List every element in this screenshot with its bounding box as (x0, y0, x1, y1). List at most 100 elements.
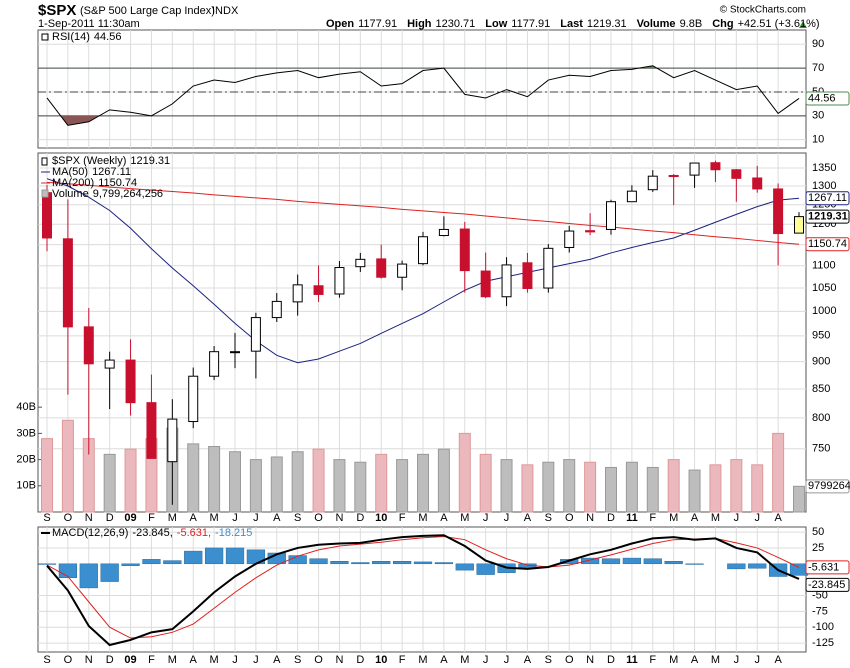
x-tick-label: J (504, 512, 510, 524)
quote-label: Chg (712, 18, 733, 30)
quote-label: High (407, 18, 432, 30)
x-tick-label: F (148, 512, 155, 524)
candle-body (710, 162, 721, 171)
x-tick-label: J (232, 654, 238, 666)
quote-label: Volume (637, 18, 676, 30)
volume-bar (667, 459, 680, 513)
ma-line (46, 178, 800, 364)
candle-body (62, 238, 73, 328)
ma200-last-label-box (805, 237, 850, 252)
quote: Open 1177.91 High 1230.71 Low 1177.91 Last 1219… (326, 18, 820, 30)
x-tick-label: M (168, 512, 177, 524)
y-tick-label: 1050 (812, 282, 836, 294)
y-tick-label: 1350 (812, 162, 836, 174)
y-tick-label: 90 (812, 38, 824, 50)
candle-body (794, 216, 804, 234)
candle-body (418, 236, 428, 265)
x-tick-label: J (734, 512, 740, 524)
y-tick-label: -125 (812, 637, 834, 649)
x-tick-label: M (460, 512, 469, 524)
volume-bar (793, 485, 805, 513)
candle-body (626, 190, 637, 203)
volume-bar (208, 445, 221, 513)
oversold-fill (60, 115, 100, 126)
candle-body (480, 270, 491, 298)
volume-bar (61, 419, 74, 513)
y-tick-label: 30 (812, 110, 824, 122)
ma200-last-label: 1150.74 (808, 238, 847, 250)
x-tick-label: F (399, 512, 406, 524)
volume-bar (563, 459, 576, 513)
candle-body (355, 258, 366, 268)
candle-body (313, 285, 324, 295)
x-tick-label: A (691, 512, 699, 524)
x-tick-label: M (210, 654, 219, 666)
x-tick-label: A (440, 654, 448, 666)
x-tick-label: S (294, 654, 301, 666)
legend: MA(200) 1150.74 (52, 177, 137, 189)
quote-label: Last (560, 18, 583, 30)
histogram-bar (601, 558, 621, 565)
y-tick-label: -75 (812, 605, 828, 617)
x-tick-label: J (504, 654, 510, 666)
y-tick-label: 50 (812, 526, 824, 538)
candle-body (188, 375, 199, 423)
quote-value: 9.8B (680, 18, 703, 30)
candle-body (42, 192, 52, 239)
volume-bar (479, 453, 492, 513)
macd-line (46, 534, 800, 647)
histogram-bar (163, 560, 182, 565)
up-arrow (799, 21, 807, 28)
legend-value: 9,799,264,256 (93, 188, 163, 200)
x-tick-label: A (273, 654, 281, 666)
x-tick-label: A (273, 512, 281, 524)
x-tick-label: N (335, 512, 343, 524)
x-tick-label: F (399, 654, 406, 666)
volume-bar (625, 461, 638, 513)
quote-value: +42.51 (+3.61%) (738, 18, 820, 30)
x-tick-label: 09 (124, 654, 136, 666)
candle-body (209, 351, 220, 377)
volume-tick-label: 40B (16, 401, 36, 413)
legend-value: 1150.74 (98, 177, 137, 189)
candle-body (125, 359, 136, 404)
x-tick-label: A (440, 512, 448, 524)
legend-name: Volume (52, 188, 89, 200)
histogram-bar (643, 558, 662, 565)
histogram-bar (142, 559, 161, 565)
x-tick-label: O (314, 512, 323, 524)
x-tick-label: N (85, 654, 93, 666)
x-tick-label: N (335, 654, 343, 666)
legend-value: -18.215 (215, 527, 252, 539)
volume-bar (229, 451, 241, 513)
x-tick-label: M (460, 654, 469, 666)
volume-bar (249, 459, 262, 513)
histogram-bar (434, 562, 454, 565)
x-tick-label: J (483, 512, 489, 524)
x-tick-label: S (545, 512, 552, 524)
x-tick-label: J (232, 512, 238, 524)
x-tick-label: M (418, 654, 427, 666)
x-tick-label: A (691, 654, 699, 666)
histogram-bar (58, 563, 78, 579)
legend: MA(50) 1267.11 (52, 166, 131, 178)
histogram-bar (789, 563, 809, 576)
x-tick-label: F (148, 654, 155, 666)
x-tick-label: A (774, 512, 782, 524)
y-tick-label: -50 (812, 589, 828, 601)
candle-body (647, 175, 658, 191)
x-tick-label: 11 (626, 512, 638, 524)
histogram-bar (392, 561, 412, 565)
x-tick-label: D (607, 654, 615, 666)
copyright: © StockCharts.com (720, 5, 806, 16)
x-tick-label: 10 (375, 512, 387, 524)
close-last-label: 1219.31 (808, 211, 848, 223)
candle-body (397, 263, 408, 278)
x-tick-label: A (190, 654, 198, 666)
date: 1-Sep-2011 11:30am (38, 18, 140, 30)
x-tick-label: J (754, 512, 760, 524)
histogram-bar (79, 563, 98, 589)
histogram-bar (121, 563, 140, 566)
volume-bar (437, 448, 450, 513)
volume-bar (333, 459, 346, 513)
